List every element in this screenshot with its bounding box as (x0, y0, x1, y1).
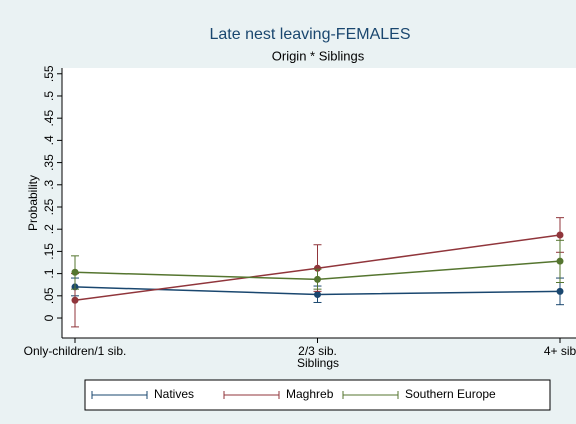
y-tick-label: .35 (42, 154, 56, 171)
x-tick-label: Only-children/1 sib. (24, 344, 127, 358)
x-axis-title: Siblings (297, 356, 339, 370)
point (556, 257, 564, 265)
y-tick-label: .3 (42, 179, 56, 189)
point (314, 290, 321, 298)
chart-title: Late nest leaving-FEMALES (210, 26, 411, 43)
legend-box (84, 379, 551, 411)
point (314, 264, 321, 272)
y-tick-label: .45 (42, 110, 56, 127)
y-tick-label: .5 (42, 91, 56, 101)
legend-label: Maghreb (286, 387, 334, 401)
y-tick-label: .15 (42, 243, 56, 260)
legend-label: Southern Europe (405, 387, 496, 401)
chart-subtitle: Origin * Siblings (272, 48, 365, 63)
x-tick-label: 2/3 sib. (298, 344, 337, 358)
point (314, 275, 321, 283)
y-axis-title: Probability (26, 175, 40, 231)
y-tick-label: .25 (42, 198, 56, 215)
point (71, 296, 79, 304)
point (556, 287, 564, 295)
y-tick-label: .4 (42, 135, 56, 145)
point (556, 231, 564, 239)
y-tick-label: .1 (42, 268, 56, 278)
y-tick-label: .2 (42, 224, 56, 234)
y-tick-label: 0 (42, 314, 56, 321)
y-tick-label: .05 (42, 287, 56, 304)
x-tick-label: 4+ sib (544, 344, 576, 358)
y-tick-label: .55 (42, 65, 56, 82)
legend-label: Natives (154, 387, 194, 401)
point (71, 268, 79, 276)
